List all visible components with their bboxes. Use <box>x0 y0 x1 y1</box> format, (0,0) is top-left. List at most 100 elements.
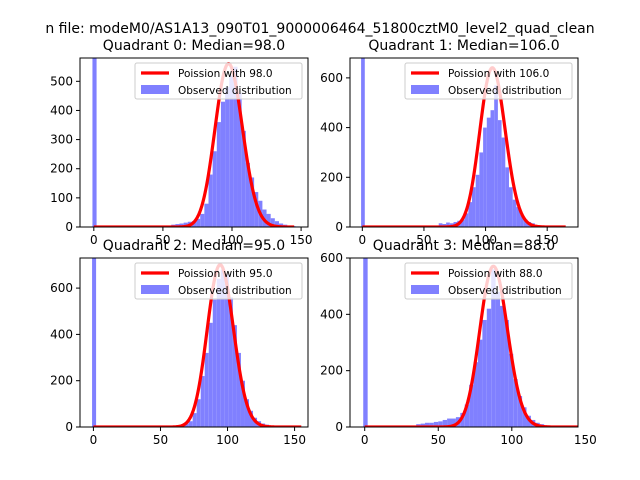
quadrant-2-hist-bar <box>236 352 241 427</box>
quadrant-3-hist-bar <box>433 421 439 427</box>
quadrant-2-hist-bar <box>244 399 249 427</box>
quadrant-3-legend-fit-label: Poission with 88.0 <box>448 268 543 280</box>
quadrant-3-hist-bar <box>500 305 505 427</box>
quadrant-2-hist-bar <box>200 376 205 427</box>
quadrant-3-hist-bar <box>504 319 509 427</box>
quadrant-0-hist-bar <box>196 218 201 227</box>
quadrant-1-hist-bar <box>523 219 528 227</box>
quadrant-1-y-tick-label: 400 <box>320 121 343 135</box>
quadrant-2-y-tick-label: 0 <box>65 420 73 434</box>
quadrant-0-title: Quadrant 0: Median=98.0 <box>103 38 285 54</box>
quadrant-0-panel: Quadrant 0: Median=98.0 0 50 100 150 0 100 200… <box>50 38 312 247</box>
quadrant-2-hist-bar <box>196 399 201 427</box>
quadrant-0-hist-bar <box>241 130 246 227</box>
quadrant-1-y-tick-label: 600 <box>320 71 343 85</box>
quadrant-0-poisson-line <box>92 62 296 227</box>
quadrant-2-x-tick-label: 100 <box>216 433 239 447</box>
quadrant-3-x-tick-label: 150 <box>574 433 597 447</box>
quadrant-2-hist-bar <box>248 410 254 427</box>
quadrant-1-title: Quadrant 1: Median=106.0 <box>368 38 559 54</box>
quadrant-1-x-tick-label: 50 <box>416 233 431 247</box>
quadrant-1-hist-bar <box>520 214 524 227</box>
quadrant-1-hist-bar <box>361 58 365 227</box>
quadrant-3-hist-bar <box>469 384 474 427</box>
quadrant-0-x-tick-label: 100 <box>221 233 244 247</box>
quadrant-2-y-tick-label: 200 <box>50 374 73 388</box>
quadrant-0-plot-area <box>92 58 300 227</box>
quadrant-3-title: Quadrant 3: Median=88.0 <box>373 238 555 254</box>
quadrant-3-axes-frame <box>349 257 579 428</box>
quadrant-2-hist-bar <box>212 299 217 427</box>
quadrant-1-hist-bar <box>501 137 506 227</box>
quadrant-1-hist-bar <box>508 187 513 227</box>
quadrant-0-hist-bar <box>200 213 205 227</box>
quadrant-1-hist-bar <box>497 120 502 227</box>
quadrant-0-hist-bar <box>204 203 209 227</box>
quadrant-2-hist-bar <box>188 421 193 427</box>
quadrant-3-x-tick-label: 0 <box>361 433 369 447</box>
quadrant-1-y-tick-label: 0 <box>335 220 343 234</box>
quadrant-2-hist-bar <box>240 380 245 427</box>
quadrant-1-axes-frame <box>349 57 579 228</box>
quadrant-3-y-tick-label: 0 <box>335 420 343 434</box>
quadrant-2-hist-bar <box>228 297 233 427</box>
quadrant-1-x-tick-label: 100 <box>474 233 497 247</box>
quadrant-0-y-tick-label: 300 <box>50 133 73 147</box>
quadrant-0-hist-bar <box>233 66 238 227</box>
quadrant-3-legend-hist-label: Observed distribution <box>448 285 562 297</box>
quadrant-2-panel: Quadrant 2: Median=95.0 0 50 100 150 0 200 400… <box>50 238 309 447</box>
quadrant-2-y-tick-label: 600 <box>50 281 73 295</box>
quadrant-1-legend-fit-label: Poission with 106.0 <box>448 68 549 80</box>
quadrant-2-hist-bar <box>204 352 209 427</box>
quadrant-2-hist-bar <box>232 325 237 427</box>
quadrant-1-hist-bar <box>516 207 521 227</box>
quadrant-1-hist-bar <box>490 110 495 227</box>
quadrant-1-hist-bar <box>475 174 480 227</box>
quadrant-1-y-tick-label: 200 <box>320 170 343 184</box>
quadrant-0-hist-bar <box>254 192 259 227</box>
quadrant-1-hist-bar <box>464 213 469 227</box>
quadrant-0-hist-bar <box>245 162 250 227</box>
quadrant-3-hist-bar <box>460 412 465 427</box>
quadrant-0-hist-bar <box>237 92 242 227</box>
quadrant-3-hist-bar <box>429 422 434 427</box>
quadrant-3-poisson-line <box>363 264 578 427</box>
quadrant-2-hist-bar <box>224 274 229 427</box>
quadrant-2-legend-fit-label: Poission with 95.0 <box>178 268 273 280</box>
quadrant-1-hist-bar <box>505 167 509 227</box>
quadrant-1-hist-bar <box>479 152 484 227</box>
quadrant-3-y-tick-label: 600 <box>320 251 343 265</box>
quadrant-0-y-tick-label: 100 <box>50 191 73 205</box>
quadrant-3-y-tick-label: 200 <box>320 364 343 378</box>
quadrant-3-hist-bar <box>425 422 430 427</box>
quadrant-2-hist-bar <box>220 269 225 427</box>
quadrant-3-hist-bar <box>477 339 483 427</box>
quadrant-3-x-tick-label: 100 <box>500 433 523 447</box>
quadrant-0-hist-bar <box>212 151 217 227</box>
quadrant-1-hist-bar <box>460 219 465 227</box>
quadrant-3-hist-bar <box>420 423 426 427</box>
quadrant-1-hist-bar <box>472 187 476 227</box>
quadrant-3-hist-bar <box>447 418 452 427</box>
quadrant-1-x-tick-label: 0 <box>359 233 367 247</box>
quadrant-3-legend: Poission with 88.0 Observed distribution <box>404 262 573 300</box>
quadrant-3-hist-bar <box>442 419 448 427</box>
quadrant-0-y-tick-label: 400 <box>50 103 73 117</box>
quadrant-0-x-tick-label: 150 <box>290 233 313 247</box>
quadrant-2-hist-bar <box>216 278 221 427</box>
quadrant-2-hist-bar <box>92 258 97 427</box>
quadrant-3-hist-bar <box>438 421 443 427</box>
quadrant-2-x-tick-label: 0 <box>90 433 98 447</box>
quadrant-1-hist-bar <box>494 85 498 227</box>
quadrant-0-hist-bar <box>270 218 275 227</box>
quadrant-3-hist-bar <box>508 353 514 427</box>
quadrant-1-plot-area <box>361 58 567 227</box>
quadrant-3-hist-bar <box>482 319 487 427</box>
quadrant-0-hist-bar <box>229 75 234 227</box>
quadrant-3-hist-bar <box>473 362 478 427</box>
quadrant-3-plot-area <box>363 258 578 427</box>
quadrant-3-y-tick-label: 400 <box>320 307 343 321</box>
quadrant-0-y-tick-label: 500 <box>50 74 73 88</box>
quadrant-1-hist-bar <box>483 127 487 227</box>
